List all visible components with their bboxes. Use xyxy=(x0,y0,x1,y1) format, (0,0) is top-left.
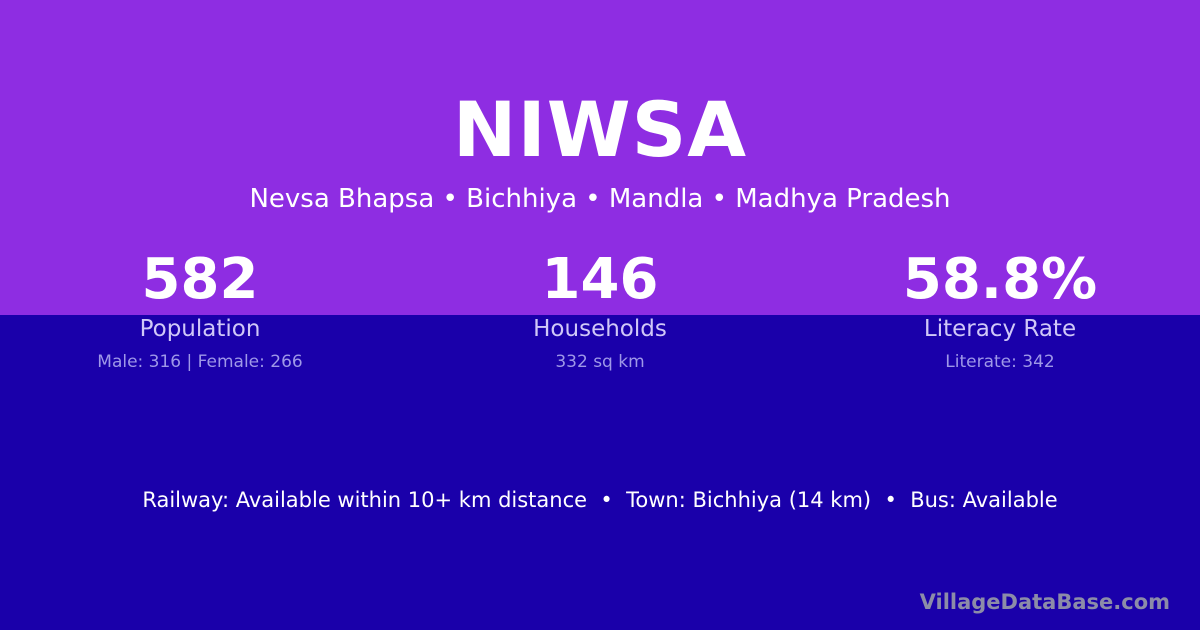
stat-label: Literacy Rate xyxy=(923,316,1077,342)
brand-watermark: VillageDataBase.com xyxy=(919,590,1170,614)
location-breadcrumb: Nevsa Bhapsa • Bichhiya • Mandla • Madhy… xyxy=(249,184,951,214)
stat-population: 582 Population Male: 316 | Female: 266 xyxy=(0,248,400,374)
header-band xyxy=(0,0,1200,315)
stat-detail: Male: 316 | Female: 266 xyxy=(97,352,303,372)
stat-detail: 332 sq km xyxy=(555,352,645,372)
stat-households: 146 Households 332 sq km xyxy=(400,248,800,374)
stat-label: Households xyxy=(533,316,667,342)
stat-literacy: 58.8% Literacy Rate Literate: 342 xyxy=(800,248,1200,374)
village-title: NIWSA xyxy=(452,85,748,174)
stat-value: 146 xyxy=(541,247,659,312)
connectivity-info: Railway: Available within 10+ km distanc… xyxy=(142,488,1058,512)
stat-label: Population xyxy=(139,316,261,342)
stat-detail: Literate: 342 xyxy=(945,352,1055,372)
stat-value: 58.8% xyxy=(902,247,1098,312)
stat-value: 582 xyxy=(141,247,259,312)
